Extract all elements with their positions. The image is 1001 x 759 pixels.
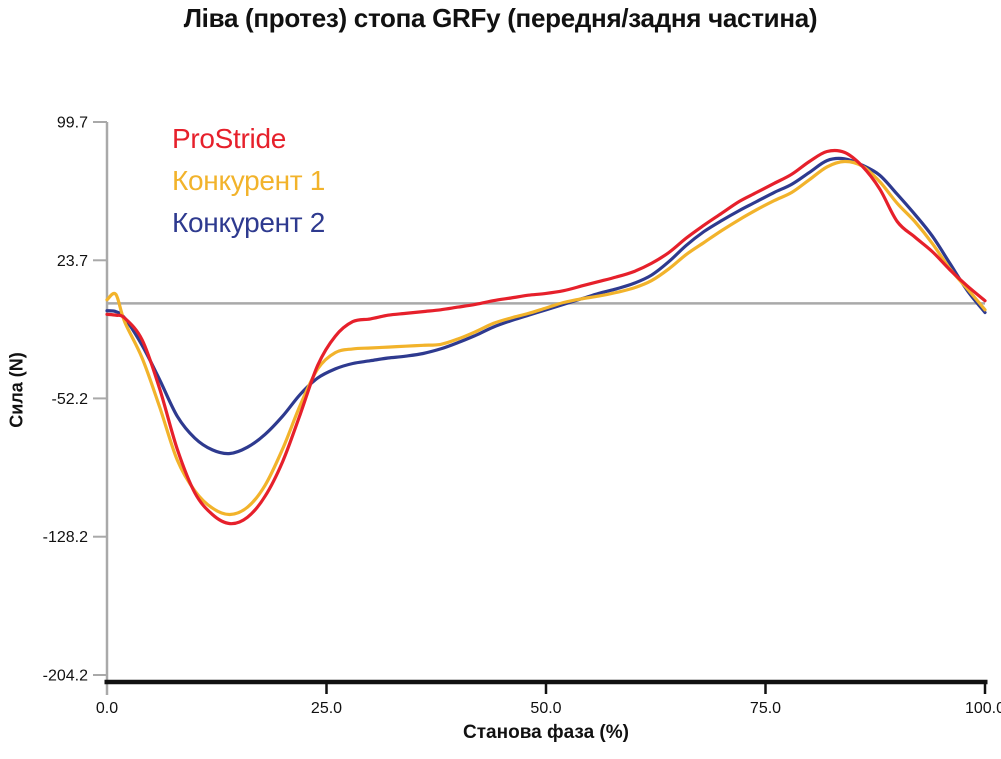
legend-item-competitor-1: Конкурент 1 — [172, 165, 326, 196]
x-axis-title: Станова фаза (%) — [463, 722, 629, 743]
y-tick-label: 23.7 — [57, 253, 88, 270]
legend-item-competitor-2: Конкурент 2 — [172, 207, 326, 238]
series-Конкурент 2 — [105, 156, 987, 456]
y-tick-label: 99.7 — [57, 115, 88, 132]
series-Конкурент 1 — [105, 159, 987, 517]
x-tick-label: 25.0 — [311, 700, 342, 717]
x-tick-label: 0.0 — [96, 700, 118, 717]
legend-item-prostride: ProStride — [172, 123, 287, 154]
data-curves — [105, 148, 987, 526]
y-tick-label: -204.2 — [43, 668, 88, 685]
y-axis-title: Сила (N) — [6, 352, 27, 428]
x-tick-label: 75.0 — [750, 700, 781, 717]
y-tick-label: -52.2 — [52, 391, 89, 408]
y-tick-label: -128.2 — [43, 529, 88, 546]
x-tick-label: 50.0 — [530, 700, 561, 717]
chart-title: Ліва (протез) стопа GRFy (передня/задня … — [183, 3, 818, 33]
series-ProStride — [105, 148, 987, 526]
x-tick-label: 100.0 — [965, 700, 1001, 717]
axes — [93, 121, 988, 695]
tick-labels: 99.7 23.7 -52.2 -128.2 -204.2 0.0 25.0 50.0 75.0… — [43, 115, 1001, 718]
legend: ProStride Конкурент 1 Конкурент 2 — [172, 118, 325, 244]
